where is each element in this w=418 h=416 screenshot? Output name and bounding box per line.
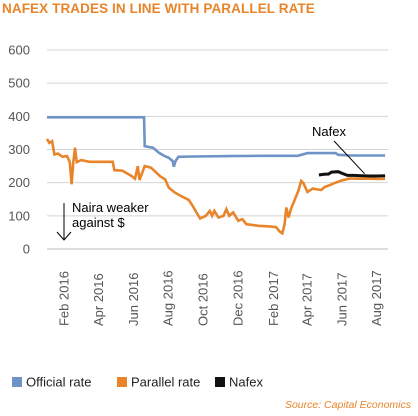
down-arrow-head-icon bbox=[56, 231, 72, 241]
x-tick-label: Feb 2017 bbox=[266, 271, 281, 326]
legend-swatch bbox=[12, 377, 22, 387]
legend-swatch bbox=[117, 377, 127, 387]
y-tick-label: 400 bbox=[8, 109, 30, 124]
x-tick-label: Feb 2016 bbox=[57, 271, 72, 326]
x-tick-label: Jun 2016 bbox=[126, 273, 141, 327]
x-axis-ticks: Feb 2016 Apr 2016 Jun 2016 Aug 2016 Oct 2016… bbox=[57, 270, 384, 326]
x-tick-label: Apr 2016 bbox=[91, 273, 106, 326]
y-tick-label: 300 bbox=[8, 142, 30, 157]
x-tick-label: Aug 2016 bbox=[161, 270, 176, 326]
source-note: Source: Capital Economics bbox=[285, 399, 412, 411]
x-tick-label: Apr 2017 bbox=[299, 273, 314, 326]
x-tick-label: Oct 2016 bbox=[196, 273, 211, 326]
legend: Official rate Parallel rate Nafex bbox=[12, 375, 263, 390]
annotation-against-dollar: against $ bbox=[72, 215, 126, 230]
y-tick-label: 0 bbox=[23, 242, 30, 257]
legend-label: Parallel rate bbox=[131, 375, 200, 390]
legend-label: Official rate bbox=[26, 375, 92, 390]
y-tick-label: 100 bbox=[8, 208, 30, 223]
annotation-nafex-leader bbox=[333, 140, 365, 175]
y-tick-label: 500 bbox=[8, 76, 30, 91]
annotation-naira-weaker: Naira weaker bbox=[72, 200, 149, 215]
legend-label: Nafex bbox=[229, 375, 263, 390]
legend-swatch bbox=[215, 377, 225, 387]
x-tick-label: Aug 2017 bbox=[369, 270, 384, 326]
y-axis-ticks: 0 100 200 300 400 500 600 bbox=[8, 43, 30, 257]
series-line-official-rate bbox=[47, 116, 386, 168]
x-tick-label: Jun 2017 bbox=[334, 273, 349, 327]
series-line-nafex bbox=[318, 170, 386, 178]
annotation-nafex: Nafex bbox=[312, 124, 346, 139]
x-tick-label: Dec 2016 bbox=[230, 270, 245, 326]
y-tick-label: 600 bbox=[8, 43, 30, 58]
y-tick-label: 200 bbox=[8, 175, 30, 190]
series-lines bbox=[45, 116, 386, 236]
chart-title: NAFEX TRADES IN LINE WITH PARALLEL RATE bbox=[2, 1, 315, 16]
series-line-parallel-rate bbox=[45, 138, 386, 236]
